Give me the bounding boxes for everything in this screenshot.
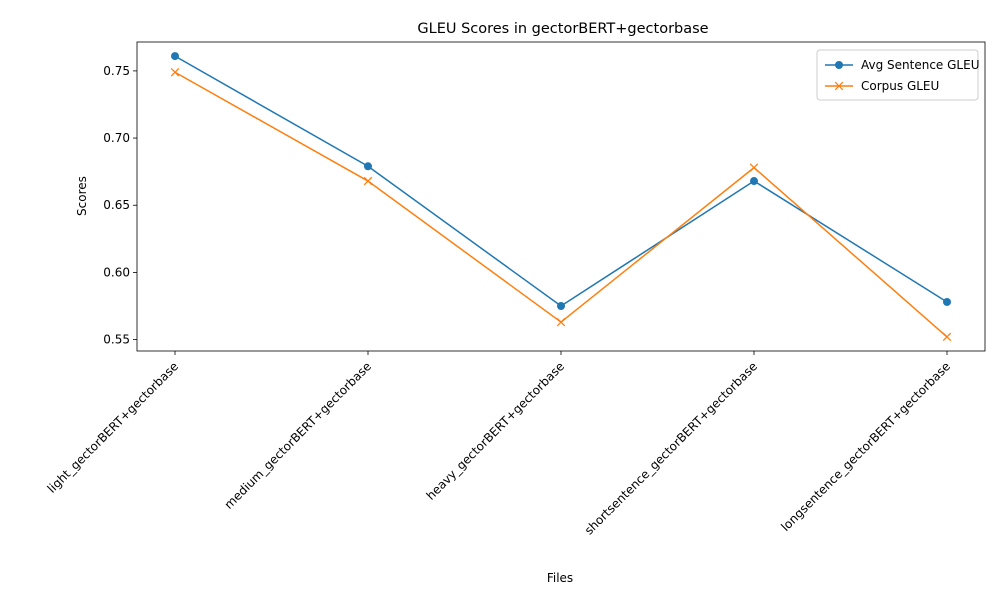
legend-entry: Avg Sentence GLEU [825, 58, 979, 72]
series-2 [170, 67, 952, 342]
series-layer [170, 52, 952, 342]
y-axis-label: Scores [75, 176, 89, 216]
x-axis-label: Files [547, 571, 573, 585]
legend-label: Avg Sentence GLEU [861, 58, 979, 72]
data-point [557, 301, 565, 310]
legend-entry: Corpus GLEU [825, 79, 939, 93]
y-tick-label: 0.60 [103, 265, 130, 279]
chart-title: GLEU Scores in gectorBERT+gectorbase [417, 21, 708, 37]
legend-marker [835, 61, 843, 69]
data-point [363, 176, 373, 186]
y-tick-label: 0.55 [103, 333, 130, 347]
legend-box [816, 49, 979, 101]
legend-marker [834, 81, 844, 91]
data-point [364, 162, 372, 171]
data-point [942, 332, 952, 342]
series-1 [171, 52, 951, 310]
y-tick-label: 0.65 [103, 198, 130, 212]
data-point [170, 67, 180, 77]
data-point [943, 297, 951, 306]
data-point [556, 317, 566, 327]
legend: Avg Sentence GLEU Corpus GLEU [816, 49, 979, 101]
y-axis: 0.55 0.60 0.65 0.70 0.75 [103, 64, 137, 347]
y-tick-label: 0.75 [103, 64, 130, 78]
data-point [749, 163, 759, 172]
y-tick-label: 0.70 [103, 131, 130, 145]
data-point [171, 52, 179, 61]
data-point [750, 177, 758, 186]
legend-label: Corpus GLEU [861, 79, 939, 93]
